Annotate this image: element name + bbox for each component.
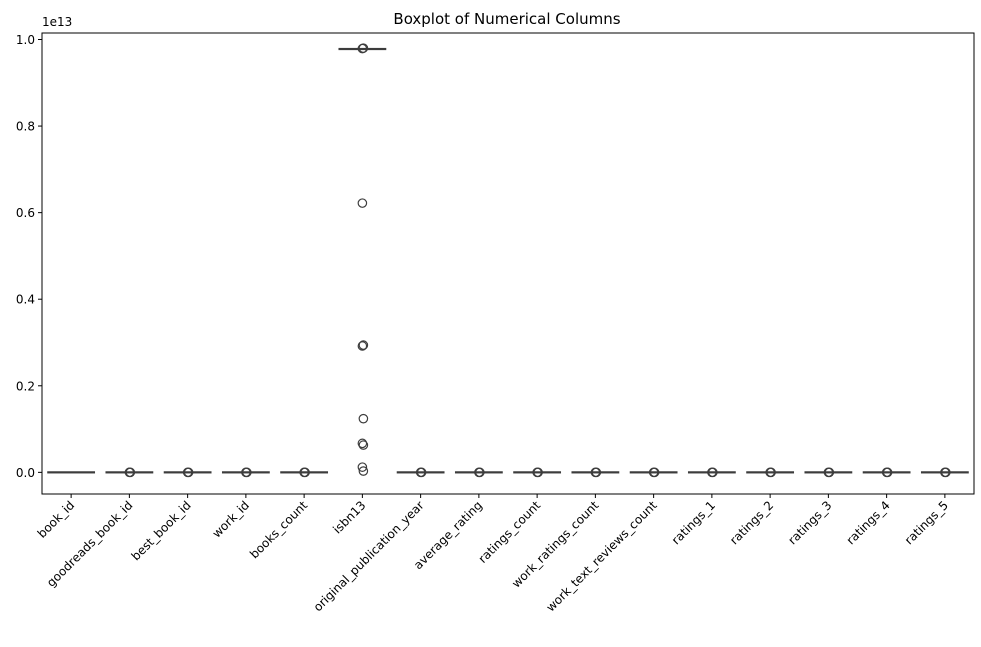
outlier-point <box>183 467 194 478</box>
outlier-point <box>358 340 369 350</box>
outlier-point <box>941 467 951 478</box>
x-tick-label: isbn13 <box>330 498 368 536</box>
outlier-point <box>357 341 368 351</box>
outlier-point <box>416 467 427 478</box>
y-tick-label: 0.4 <box>16 293 35 307</box>
outlier-point <box>357 198 368 208</box>
x-tick-label: ratings_1 <box>669 498 718 547</box>
outlier-point <box>708 467 718 478</box>
outlier-point <box>475 467 485 478</box>
y-tick-label: 1.0 <box>16 33 35 47</box>
chart-title: Boxplot of Numerical Columns <box>393 10 620 28</box>
outlier-point <box>358 440 369 450</box>
outlier-point <box>300 467 310 478</box>
plot-frame <box>41 32 975 495</box>
x-tick-label: work_text_reviews_count <box>543 498 660 615</box>
outlier-point <box>591 467 602 478</box>
x-tick-label: books_count <box>247 498 310 561</box>
plot-area: 0.00.20.40.60.81.0book_idgoodreads_book_… <box>16 33 969 615</box>
x-tick-label: ratings_3 <box>785 498 834 547</box>
outlier-point <box>533 467 543 478</box>
x-tick-label: ratings_4 <box>844 498 893 547</box>
y-tick-label: 0.8 <box>16 120 35 134</box>
x-tick-label: original_publication_year <box>311 498 427 614</box>
outlier-point <box>125 467 136 478</box>
outlier-point <box>357 438 368 449</box>
x-tick-label: work_id <box>210 498 252 540</box>
x-tick-label: best_book_id <box>129 498 194 563</box>
y-axis-offset-label: 1e13 <box>42 15 72 29</box>
x-tick-label: book_id <box>35 498 78 541</box>
y-tick-label: 0.6 <box>16 206 35 220</box>
x-tick-label: ratings_2 <box>727 498 776 547</box>
outlier-point <box>357 462 368 472</box>
outlier-point <box>358 466 369 476</box>
outlier-point <box>358 43 369 53</box>
y-tick-label: 0.0 <box>16 466 35 480</box>
outlier-point <box>766 467 776 478</box>
outlier-point <box>242 467 252 478</box>
outlier-point <box>649 467 660 478</box>
outlier-point <box>824 467 835 478</box>
y-tick-label: 0.2 <box>16 379 35 393</box>
x-tick-label: ratings_5 <box>902 498 951 547</box>
outlier-point <box>358 413 369 424</box>
outlier-point <box>882 467 893 478</box>
